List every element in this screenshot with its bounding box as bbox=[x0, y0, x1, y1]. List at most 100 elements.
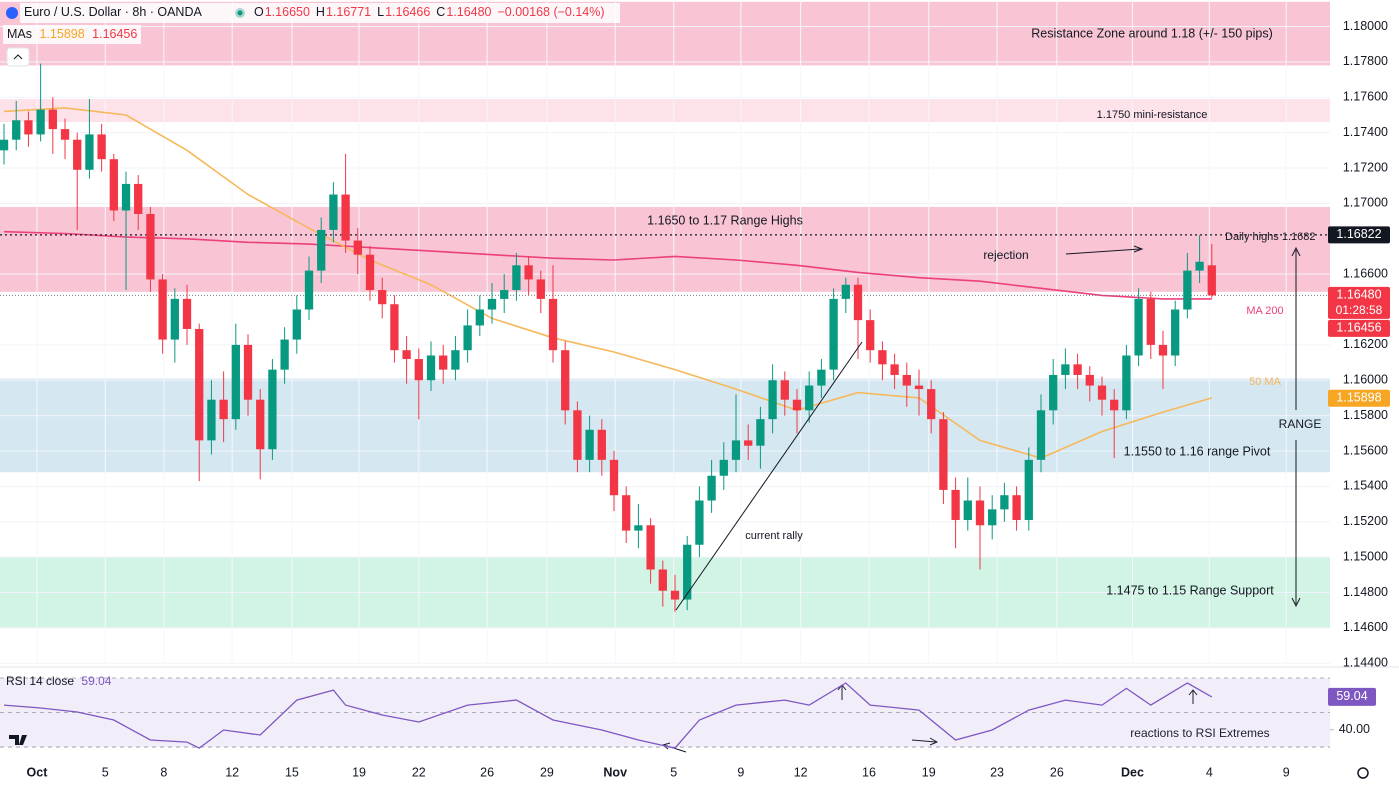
candle-body bbox=[256, 399, 265, 450]
candle-body bbox=[1134, 298, 1143, 356]
candle-body bbox=[841, 284, 850, 299]
x-tick-label: 5 bbox=[670, 765, 677, 779]
x-tick-label: 19 bbox=[922, 765, 936, 779]
candle-body bbox=[536, 279, 545, 299]
candle-body bbox=[780, 380, 789, 400]
x-tick-label: Oct bbox=[27, 765, 49, 779]
y-tick-label: 1.17200 bbox=[1343, 160, 1388, 174]
price-tag-label: 1.16822 bbox=[1336, 227, 1381, 241]
candle-body bbox=[268, 369, 277, 450]
candle-body bbox=[1073, 364, 1082, 375]
collapse-icon bbox=[13, 54, 23, 60]
candle-body bbox=[170, 298, 179, 340]
candle-body bbox=[73, 139, 82, 170]
ma-label: MA 200 bbox=[1246, 305, 1283, 317]
price-tag-label: 1.16480 bbox=[1336, 288, 1381, 302]
ohlc-value: 1.16480 bbox=[446, 5, 491, 19]
x-tick-label: 15 bbox=[285, 765, 299, 779]
zone-label: Resistance Zone around 1.18 (+/- 150 pip… bbox=[1031, 26, 1272, 40]
candle-body bbox=[390, 304, 399, 351]
candle-body bbox=[500, 290, 509, 299]
candle-body bbox=[487, 298, 497, 310]
ma-title: MAs bbox=[7, 27, 32, 41]
candle-body bbox=[451, 350, 460, 370]
price-tag bbox=[1328, 226, 1390, 244]
candle-body bbox=[60, 129, 70, 140]
candle-body bbox=[683, 544, 692, 600]
candle-body bbox=[927, 389, 936, 420]
candle-body bbox=[195, 328, 204, 441]
candle-body bbox=[622, 495, 631, 531]
y-tick-label: 1.17000 bbox=[1343, 196, 1388, 210]
settings-icon[interactable] bbox=[1357, 767, 1369, 779]
candle-body bbox=[402, 350, 411, 360]
symbol: Euro / U.S. Dollar · 8h · OANDA bbox=[24, 5, 202, 19]
candle-body bbox=[670, 590, 680, 600]
candle-body bbox=[975, 500, 985, 526]
annotation: reactions to RSI Extremes bbox=[1130, 726, 1269, 740]
candle-body bbox=[426, 355, 436, 381]
candle-body bbox=[1097, 385, 1107, 400]
collapse-button[interactable] bbox=[6, 47, 30, 67]
y-tick-label: 1.18000 bbox=[1343, 19, 1388, 33]
candle-body bbox=[182, 298, 192, 329]
candle-body bbox=[744, 440, 753, 446]
candle-body bbox=[36, 109, 45, 135]
zones bbox=[0, 1, 1330, 628]
candle-body bbox=[524, 265, 533, 280]
candle-body bbox=[280, 339, 289, 370]
x-tick-label: 5 bbox=[102, 765, 109, 779]
candle-body bbox=[85, 134, 94, 170]
y-tick-label: 1.15000 bbox=[1343, 549, 1388, 563]
countdown: 01:28:58 bbox=[1336, 303, 1383, 317]
rsi-name: RSI 14 close bbox=[6, 674, 74, 688]
ohlc-key: H bbox=[316, 5, 325, 19]
price-axis: 1.18000 1.17800 1.17600 1.17400 1.17200 1.170… bbox=[1328, 0, 1399, 670]
trend-line bbox=[675, 341, 863, 611]
candle-body bbox=[829, 298, 838, 370]
candle-body bbox=[939, 419, 948, 490]
candle-body bbox=[1183, 270, 1192, 310]
candle-body bbox=[988, 509, 997, 526]
candle-body bbox=[951, 489, 960, 520]
candle-body bbox=[597, 429, 606, 460]
ma-legend: MAs 1.15898 1.16456 bbox=[7, 27, 137, 41]
candle-body bbox=[914, 385, 924, 390]
candle-body bbox=[219, 399, 228, 420]
candle-body bbox=[512, 265, 521, 291]
candle-body bbox=[756, 419, 765, 446]
zone bbox=[0, 378, 1330, 473]
candle-body bbox=[878, 350, 887, 365]
candle-body bbox=[48, 109, 57, 130]
candle-body bbox=[1122, 355, 1131, 411]
candle-body bbox=[1024, 459, 1033, 520]
y-tick-label: 1.16200 bbox=[1343, 337, 1388, 351]
ohlc-value: 1.16771 bbox=[326, 5, 371, 19]
legend: Euro / U.S. Dollar · 8h · OANDA O1.16650… bbox=[3, 3, 1369, 779]
arrow-head bbox=[1133, 245, 1144, 253]
y-tick-label: 1.14800 bbox=[1343, 585, 1388, 599]
candle-body bbox=[329, 194, 338, 230]
logo bbox=[9, 735, 27, 745]
x-tick-label: 12 bbox=[794, 765, 808, 779]
arrow bbox=[1065, 248, 1141, 255]
candle-body bbox=[695, 500, 704, 545]
annotation: Daily highs 1.1682 bbox=[1225, 231, 1316, 243]
candle-body bbox=[609, 459, 619, 496]
y-tick-label: 1.17800 bbox=[1343, 54, 1388, 68]
candle-body bbox=[158, 279, 167, 340]
candle-body bbox=[1158, 344, 1168, 356]
y-tick-label: 1.14400 bbox=[1343, 656, 1388, 670]
candle-body bbox=[731, 440, 741, 460]
arrow-head bbox=[1291, 246, 1301, 608]
candle-body bbox=[1146, 298, 1155, 345]
time-axis: Oct 5 8 12 15 19 22 26 29 Nov 5 9 12 16 19 23 26 Dec 4 9 bbox=[27, 765, 1290, 779]
candle-body bbox=[634, 525, 643, 531]
candle-body bbox=[341, 194, 350, 241]
candle-body bbox=[853, 284, 863, 321]
y-tick-label: 1.16600 bbox=[1343, 266, 1388, 280]
price-tag-label: 1.15898 bbox=[1336, 391, 1381, 405]
candle-body bbox=[12, 120, 21, 140]
y-tick-label: 1.15400 bbox=[1343, 479, 1388, 493]
candle-body bbox=[0, 139, 9, 151]
